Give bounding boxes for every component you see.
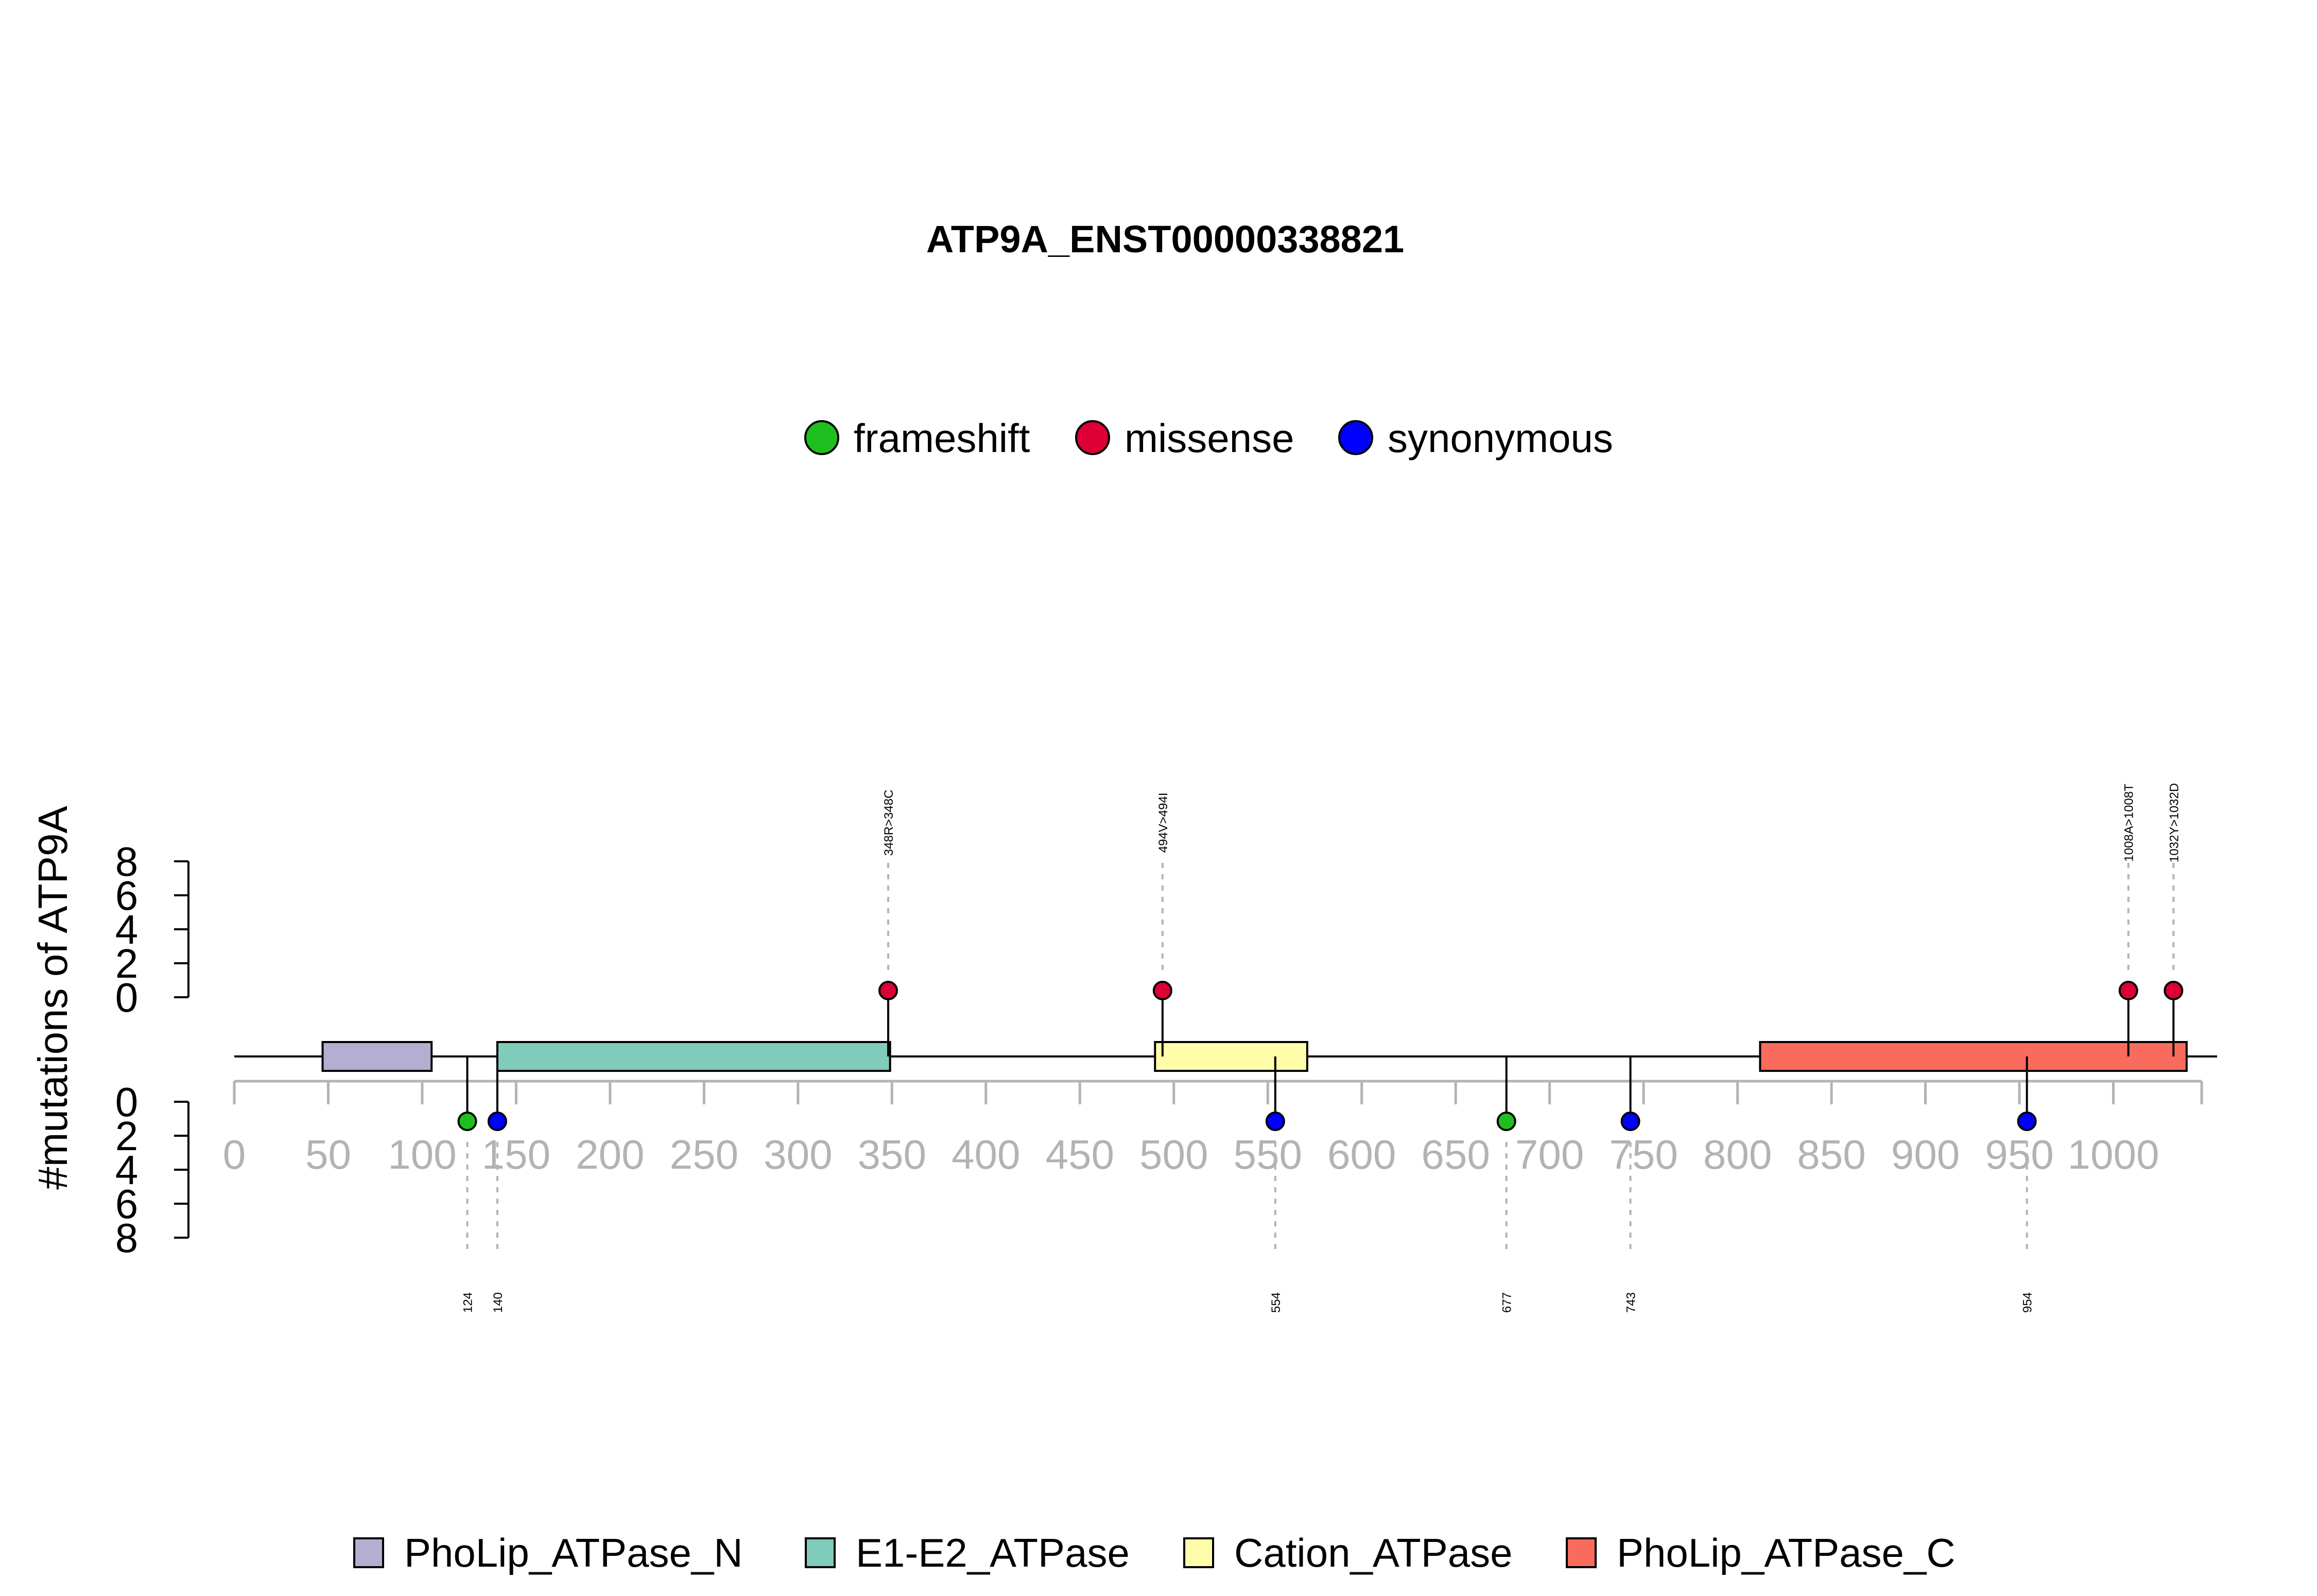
- domain-swatch-icon: [1566, 1537, 1597, 1568]
- lollipop-head-frameshift: [457, 1112, 477, 1131]
- mutation-bottom-554: 554: [1265, 1056, 1285, 1313]
- mutation-label: 677: [1500, 1292, 1514, 1313]
- y-tick-label-bottom: 8: [115, 1215, 139, 1261]
- x-tick-label: 900: [1891, 1132, 1960, 1177]
- x-tick-label: 100: [388, 1132, 456, 1177]
- domain-swatch-icon: [353, 1537, 384, 1568]
- frameshift-marker-icon: [804, 420, 839, 455]
- domain-legend-label: PhoLip_ATPase_N: [404, 1530, 743, 1575]
- domain-PhoLip_ATPase_C: [1759, 1041, 2188, 1072]
- y-tick-label-top: 6: [115, 873, 139, 918]
- domain-legend-label: Cation_ATPase: [1234, 1530, 1513, 1575]
- x-tick-label: 200: [576, 1132, 644, 1177]
- lollipop-head-missense: [1152, 981, 1172, 1000]
- lollipop-head-frameshift: [1496, 1112, 1516, 1131]
- missense-marker-icon: [1075, 420, 1110, 455]
- domain-swatch-icon: [1183, 1537, 1214, 1568]
- mutation-label: 743: [1624, 1292, 1638, 1313]
- x-tick-label: 250: [670, 1132, 738, 1177]
- x-tick-label: 300: [764, 1132, 832, 1177]
- mutation-bottom-743: 743: [1620, 1056, 1640, 1313]
- x-tick-label: 950: [1985, 1132, 2053, 1177]
- domain-legend-item: E1-E2_ATPase: [805, 1530, 1130, 1575]
- mutation-bottom-124: 124: [457, 1056, 477, 1313]
- y-tick-label-bottom: 2: [115, 1113, 139, 1159]
- y-tick-label-bottom: 0: [115, 1079, 139, 1125]
- y-tick-label-top: 0: [115, 975, 139, 1020]
- mutation-label: 554: [1269, 1292, 1283, 1313]
- domain-E1-E2_ATPase: [496, 1041, 891, 1072]
- mutation-top-348: 348R>348C: [878, 790, 898, 1056]
- mutation-label: 494V>494I: [1156, 793, 1170, 853]
- legend-item-missense: missense: [1075, 415, 1294, 461]
- lollipop-head-missense: [2118, 981, 2138, 1000]
- mutation-label: 140: [491, 1292, 505, 1313]
- x-tick-label: 400: [952, 1132, 1020, 1177]
- lollipop-head-synonymous: [1620, 1112, 1640, 1131]
- mutation-label: 1032Y>1032D: [2167, 783, 2181, 862]
- x-tick-label: 550: [1233, 1132, 1302, 1177]
- lollipop-head-missense: [2164, 981, 2184, 1000]
- mutation-bottom-954: 954: [2017, 1056, 2037, 1313]
- mutation-label: 348R>348C: [882, 790, 896, 856]
- domain-legend-item: Cation_ATPase: [1183, 1530, 1513, 1575]
- x-tick-label: 350: [858, 1132, 926, 1177]
- legend-label: frameshift: [854, 415, 1030, 461]
- domain-swatch-icon: [805, 1537, 836, 1568]
- domain-track: [321, 1041, 2188, 1072]
- mutation-label: 1008A>1008T: [2122, 784, 2136, 862]
- x-tick-label: 600: [1327, 1132, 1396, 1177]
- y-tick-label-top: 8: [115, 839, 139, 884]
- x-tick-label: 1000: [2067, 1132, 2159, 1177]
- lollipop-head-missense: [878, 981, 898, 1000]
- domain-legend-label: E1-E2_ATPase: [856, 1530, 1130, 1575]
- x-tick-label: 450: [1046, 1132, 1114, 1177]
- y-tick-label-top: 2: [115, 941, 139, 986]
- domain-legend-item: PhoLip_ATPase_N: [353, 1530, 743, 1575]
- x-tick-label: 750: [1609, 1132, 1678, 1177]
- legend-item-frameshift: frameshift: [804, 415, 1030, 461]
- y-tick-label-bottom: 4: [115, 1147, 139, 1193]
- domain-legend: PhoLip_ATPase_N E1-E2_ATPase Cation_ATPase…: [353, 1530, 1956, 1575]
- y-axis-label: #mutations of ATP9A: [30, 806, 76, 1190]
- domain-legend-label: PhoLip_ATPase_C: [1617, 1530, 1956, 1575]
- mutation-top-1008: 1008A>1008T: [2118, 784, 2138, 1056]
- mutation-bottom-677: 677: [1496, 1056, 1516, 1313]
- domain-Cation_ATPase: [1154, 1041, 1308, 1072]
- x-tick-label: 500: [1139, 1132, 1208, 1177]
- x-tick-label: 650: [1421, 1132, 1490, 1177]
- x-axis: 0 50 100 150 200 250 300 350 400 450 500 550 600 650 7…: [223, 1080, 2203, 1177]
- lollipop-marks: 348R>348C 494V>494I 1008A>1008T 1032Y>1032D…: [457, 783, 2184, 1313]
- legend-label: synonymous: [1388, 415, 1613, 461]
- legend-item-synonymous: synonymous: [1338, 415, 1613, 461]
- mutation-top-1032: 1032Y>1032D: [2164, 783, 2184, 1056]
- x-tick-label: 50: [305, 1132, 351, 1177]
- chart-title: ATP9A_ENST00000338821: [926, 218, 1404, 261]
- synonymous-marker-icon: [1338, 420, 1373, 455]
- lollipop-head-synonymous: [487, 1112, 507, 1131]
- x-tick-label: 150: [482, 1132, 550, 1177]
- mutation-top-494: 494V>494I: [1152, 793, 1172, 1056]
- mutation-label: 954: [2021, 1292, 2035, 1313]
- lollipop-head-synonymous: [2017, 1112, 2037, 1131]
- x-tick-label: 800: [1703, 1132, 1772, 1177]
- x-tick-label: 850: [1797, 1132, 1865, 1177]
- domain-legend-item: PhoLip_ATPase_C: [1566, 1530, 1956, 1575]
- domain-PhoLip_ATPase_N: [321, 1041, 433, 1072]
- lollipop-head-synonymous: [1265, 1112, 1285, 1131]
- y-tick-label-top: 4: [115, 907, 139, 952]
- x-tick-label: 0: [223, 1132, 246, 1177]
- mutation-bottom-140: 140: [487, 1056, 507, 1313]
- y-tick-label-bottom: 6: [115, 1181, 139, 1227]
- x-tick-label: 700: [1515, 1132, 1584, 1177]
- mutation-label: 124: [461, 1292, 475, 1313]
- mutation-legend: frameshift missense synonymous: [804, 415, 1613, 461]
- legend-label: missense: [1125, 415, 1294, 461]
